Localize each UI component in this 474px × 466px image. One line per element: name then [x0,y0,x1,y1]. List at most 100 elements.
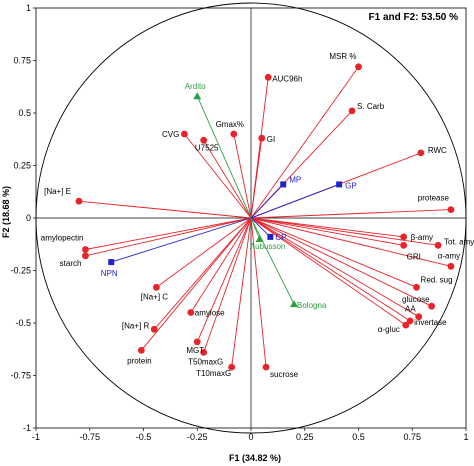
label-cvg: CVG [162,130,179,139]
label-ardito: Ardito [185,82,206,91]
point-bologna [290,300,298,308]
label-s-carb: S. Carb [357,102,385,111]
vectors [78,66,452,368]
vector-mgt [196,217,252,343]
vector-mp [250,184,284,219]
vector-invertase [250,217,411,322]
label-aubusson: Aubusson [250,242,286,251]
vector-starch [85,217,252,257]
point-aa [415,313,423,321]
vector-red-sug [250,217,417,288]
point-amylopectin [82,246,89,253]
vector-cvg [183,133,252,219]
x-tick-label: -0.5 [136,432,152,442]
vector-tot-amy [250,217,439,246]
point-gi [258,134,266,142]
x-tick-label: 1 [463,432,468,442]
point-npn [108,259,115,266]
point-sucrose [262,363,270,371]
chart-title: F1 and F2: 53.50 % [369,12,459,23]
y-tick-label: -0.5 [15,318,31,328]
point-gmax [230,130,238,138]
point-protein [137,346,145,354]
point-aubusson [255,235,264,242]
label-auc96h: AUC96h [272,74,302,83]
vector-bologna [250,217,295,305]
point-mgt [193,338,201,346]
x-tick-label: -1 [32,432,40,442]
vector-msr [250,66,359,219]
label-mp: MP [289,175,301,184]
label-mgt: MGT [186,346,204,355]
label-amy: β-amy [411,233,433,242]
point-amy [400,233,408,241]
vector-amylose [190,217,252,313]
label-gp: GP [345,181,357,190]
y-tick-label: -0.25 [10,266,31,276]
label-amy: α-amy [438,251,460,260]
label-invertase: invertase [414,318,447,327]
vector-gp [250,183,340,219]
point-na-c [153,283,160,291]
vector-na-e [78,200,252,219]
x-tick-label: 0.5 [352,432,365,442]
label-na-e: [Na+] E [44,187,71,196]
point-gri [400,241,408,249]
label-t50maxg: T50maxG [188,357,223,366]
vector-gmax [233,133,252,219]
label-protease: protease [418,194,450,203]
label-amylopectin: amylopectin [41,234,84,243]
point-auc96h [264,73,272,81]
y-tick-label: 1 [26,3,31,13]
y-tick-label: -1 [23,423,31,433]
label-gi: GI [267,135,275,144]
point-mp [280,181,287,188]
y-axis-title: F2 (18.68 %) [1,186,11,238]
point-rwc [417,149,425,157]
point-cp [267,233,274,240]
vector-protease [250,209,451,219]
point-ardito [193,92,202,100]
vector-npn [111,217,252,263]
x-tick-label: 0 [248,432,253,442]
label-starch: starch [60,259,82,268]
vector-gi [250,138,263,219]
label-msr: MSR % [329,52,356,61]
label-protein: protein [127,356,151,365]
point-amy [447,262,455,270]
label-na-r: [Na+] R [122,321,150,330]
label-sucrose: sucrose [270,370,299,379]
x-tick-label: -0.75 [79,432,100,442]
point-labels: MSR % AUC96h S. Carb Gmax% CVG U7525 GI RWC [Na+… [41,52,474,379]
point-red-sug [413,283,420,291]
label-npn: NPN [101,269,118,278]
label-rwc: RWC [428,146,447,155]
point-na-e [75,197,83,205]
label-amylose: amylose [195,309,225,318]
vector-amy [250,217,404,238]
y-tick-label: 0.5 [18,108,31,118]
point-cvg [180,130,188,138]
x-tick-label: 0.75 [403,432,421,442]
point-msr [355,63,362,71]
label-bologna: Bologna [297,301,327,310]
label-cp: CP [275,233,286,242]
label-glucose: glucose [402,295,430,304]
vector-glucose [250,217,432,307]
point-amylose [187,309,195,316]
y-tick-label: 0 [26,213,31,223]
label-gmax: Gmax% [216,120,244,129]
point-u7525 [200,136,208,144]
label-t10maxg: T10maxG [196,369,231,378]
point-gp [336,181,343,188]
point-gluc [402,321,410,329]
vector-na-r [153,217,252,330]
y-tick-label: 0.75 [13,56,31,66]
vector-na-c [156,217,252,288]
point-starch [82,252,89,260]
x-axis-title: F1 (34.82 %) [229,453,281,463]
markers [75,63,455,371]
vector-protein [141,217,252,351]
vector-t50maxg [203,217,252,353]
